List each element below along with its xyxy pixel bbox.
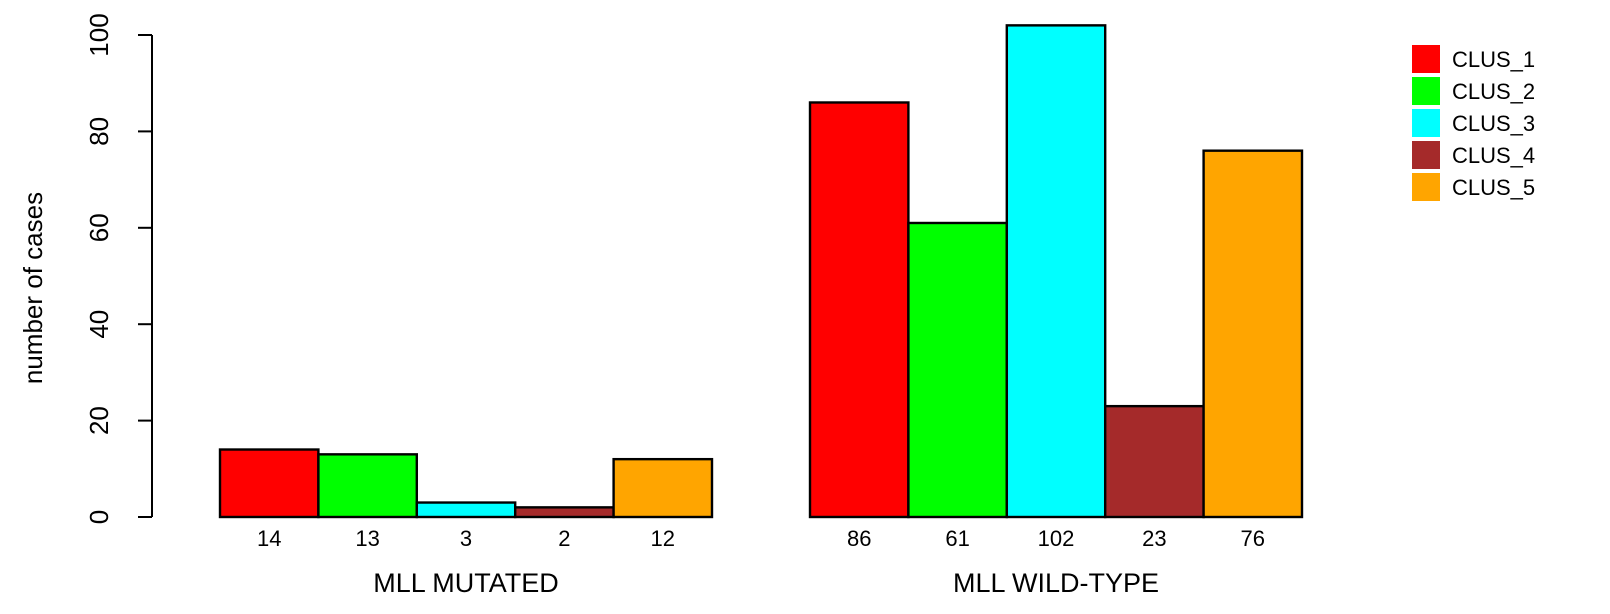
bar-clus-2-group-2 [907,221,1009,519]
legend-swatch-clus-3 [1412,109,1440,137]
legend-swatch-clus-2 [1412,77,1440,105]
bar-value-label: 14 [257,526,281,551]
bar-value-label: 3 [460,526,472,551]
bar-value-label: 13 [355,526,379,551]
y-tick-label: 100 [84,13,114,56]
y-tick-label: 20 [84,406,114,435]
bar-clus-4-group-1 [514,506,615,519]
y-axis: 0 20 40 60 80 100 [84,13,153,524]
bar-value-label: 23 [1142,526,1166,551]
legend-label: CLUS_5 [1452,175,1535,200]
group-label: MLL WILD-TYPE [953,568,1159,598]
y-tick-label: 0 [84,510,114,524]
legend-swatch-clus-1 [1412,45,1440,73]
bar-value-label: 86 [847,526,871,551]
bar-clus-1-group-2 [808,101,910,519]
group-labels: MLL MUTATED MLL WILD-TYPE [373,568,1159,598]
bar-value-label: 102 [1038,526,1075,551]
legend-swatch-clus-5 [1412,173,1440,201]
bar-value-labels: 14 13 3 2 12 86 61 102 23 76 [257,526,1265,551]
y-tick-label: 80 [84,117,114,146]
bar-clus-5-group-2 [1202,149,1304,519]
legend-label: CLUS_2 [1452,79,1535,104]
group-label: MLL MUTATED [373,568,559,598]
legend-swatch-clus-4 [1412,141,1440,169]
legend-label: CLUS_4 [1452,143,1535,168]
y-tick-label: 60 [84,213,114,242]
bar-clus-3-group-1 [415,501,517,519]
bars-layer [218,24,1304,519]
y-tick-label: 40 [84,310,114,339]
bar-clus-2-group-1 [317,453,418,519]
bar-value-label: 61 [945,526,969,551]
bar-clus-3-group-2 [1005,24,1107,519]
legend-label: CLUS_3 [1452,111,1535,136]
bar-value-label: 12 [651,526,675,551]
bar-clus-4-group-2 [1103,404,1205,519]
bar-clus-5-group-1 [612,457,714,519]
bar-clus-1-group-1 [218,448,320,519]
y-axis-title: number of cases [18,192,48,384]
legend: CLUS_1 CLUS_2 CLUS_3 CLUS_4 CLUS_5 [1412,45,1535,201]
bar-value-label: 2 [558,526,570,551]
bar-value-label: 76 [1241,526,1265,551]
legend-label: CLUS_1 [1452,47,1535,72]
